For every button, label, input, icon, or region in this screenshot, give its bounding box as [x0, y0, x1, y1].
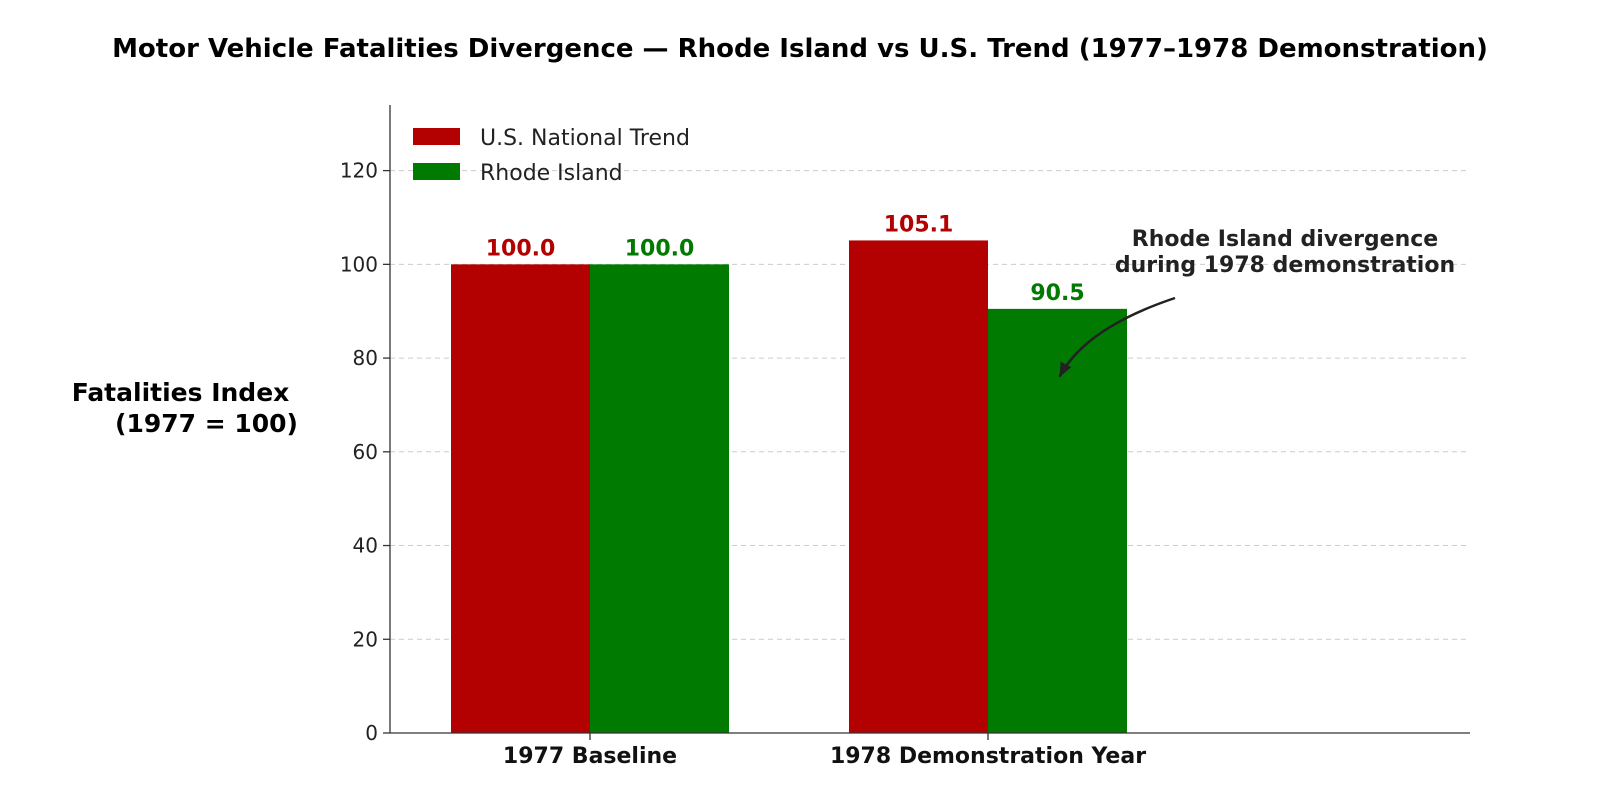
- bar-value-label: 105.1: [884, 212, 954, 237]
- x-tick-label: 1977 Baseline: [503, 744, 677, 769]
- legend-swatch: [413, 163, 460, 180]
- annotation-text-line: Rhode Island divergence: [1132, 227, 1438, 252]
- y-axis-label: Fatalities Index (1977 = 100): [72, 378, 298, 438]
- y-tick-label: 120: [340, 159, 378, 183]
- y-tick-label: 60: [353, 440, 378, 464]
- legend-swatch: [413, 128, 460, 145]
- bar-value-label: 100.0: [625, 236, 695, 261]
- legend-label: Rhode Island: [480, 161, 623, 186]
- bar-value-label: 100.0: [486, 236, 556, 261]
- legend: U.S. National Trend Rhode Island: [413, 126, 690, 186]
- y-axis-label-line-1: Fatalities Index: [72, 378, 290, 407]
- y-tick-label: 0: [365, 721, 378, 745]
- y-tick-label: 20: [353, 627, 378, 651]
- annotation-text-line: during 1978 demonstration: [1115, 253, 1455, 278]
- annotation-arrowhead: [1059, 361, 1072, 377]
- y-axis-label-line-2: (1977 = 100): [115, 409, 298, 438]
- y-tick-label: 100: [340, 252, 378, 276]
- legend-label: U.S. National Trend: [480, 126, 690, 151]
- bars: 100.0 100.0 105.1 90.5: [451, 212, 1127, 734]
- y-tick-label: 80: [353, 346, 378, 370]
- bar-u-s-national-trend-1: [849, 240, 988, 734]
- x-tick-label: 1978 Demonstration Year: [830, 744, 1146, 769]
- axes: 0 20 40 60 80 100 120 1977 Baseline 1978 Demonst…: [340, 105, 1470, 769]
- bar-u-s-national-trend-0: [451, 264, 590, 733]
- y-tick-label: 40: [353, 534, 378, 558]
- chart-title: Motor Vehicle Fatalities Divergence — Rh…: [112, 34, 1488, 64]
- bar-rhode-island-0: [590, 264, 729, 733]
- bar-value-label: 90.5: [1030, 281, 1084, 306]
- bar-rhode-island-1: [988, 308, 1127, 733]
